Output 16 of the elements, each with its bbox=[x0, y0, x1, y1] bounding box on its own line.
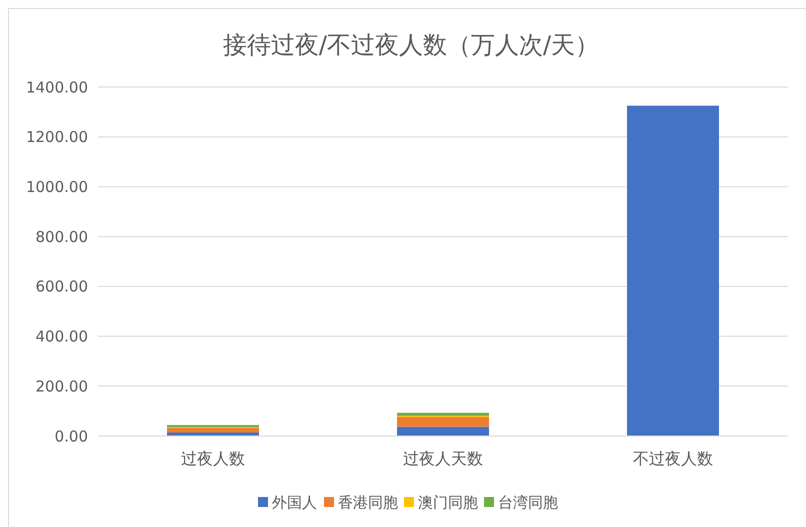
chart-title: 接待过夜/不过夜人数（万人次/天） bbox=[222, 31, 600, 59]
y-tick-label: 600.00 bbox=[36, 278, 88, 296]
y-tick-label: 0.00 bbox=[54, 427, 88, 446]
y-tick-label: 1400.00 bbox=[26, 78, 88, 96]
x-tick-label: 不过夜人数 bbox=[633, 449, 713, 468]
y-tick-label: 200.00 bbox=[36, 377, 88, 396]
legend-label: 澳门同胞 bbox=[418, 493, 478, 512]
legend-label: 台湾同胞 bbox=[498, 493, 558, 512]
x-tick-label: 过夜人数 bbox=[181, 449, 245, 468]
legend-label: 外国人 bbox=[272, 493, 317, 512]
y-tick-label: 400.00 bbox=[36, 328, 88, 346]
y-tick-label: 800.00 bbox=[36, 228, 88, 246]
legend-label: 香港同胞 bbox=[338, 493, 398, 512]
y-tick-label: 1000.00 bbox=[26, 178, 88, 196]
x-tick-label: 过夜人天数 bbox=[403, 449, 483, 468]
y-tick-label: 1200.00 bbox=[26, 128, 88, 146]
